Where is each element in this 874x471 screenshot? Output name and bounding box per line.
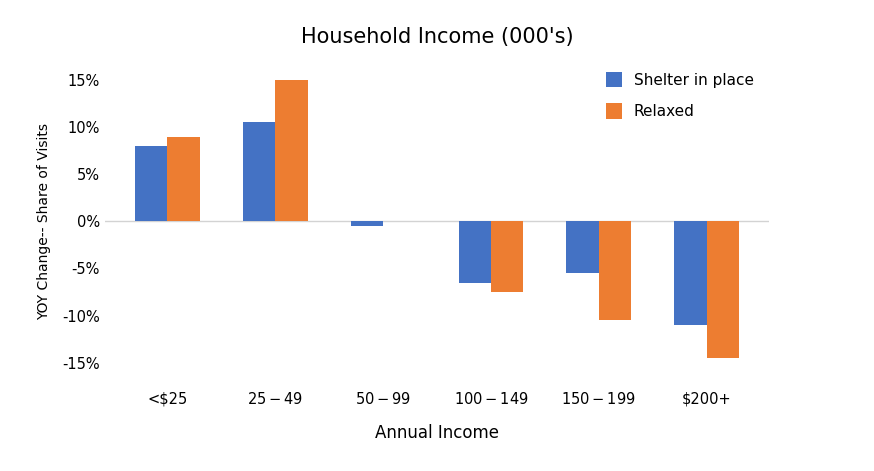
- Bar: [674, 221, 706, 325]
- Bar: [706, 221, 739, 358]
- Legend: Shelter in place, Relaxed: Shelter in place, Relaxed: [599, 64, 761, 127]
- Bar: [491, 221, 524, 292]
- Title: Household Income (000's): Household Income (000's): [301, 27, 573, 47]
- Bar: [275, 80, 308, 221]
- Bar: [168, 137, 200, 221]
- Bar: [566, 221, 599, 273]
- Bar: [599, 221, 631, 320]
- Y-axis label: YOY Change-- Share of Visits: YOY Change-- Share of Visits: [38, 123, 52, 320]
- Bar: [135, 146, 168, 221]
- X-axis label: Annual Income: Annual Income: [375, 424, 499, 442]
- Bar: [243, 122, 275, 221]
- Bar: [350, 221, 383, 226]
- Bar: [459, 221, 491, 283]
